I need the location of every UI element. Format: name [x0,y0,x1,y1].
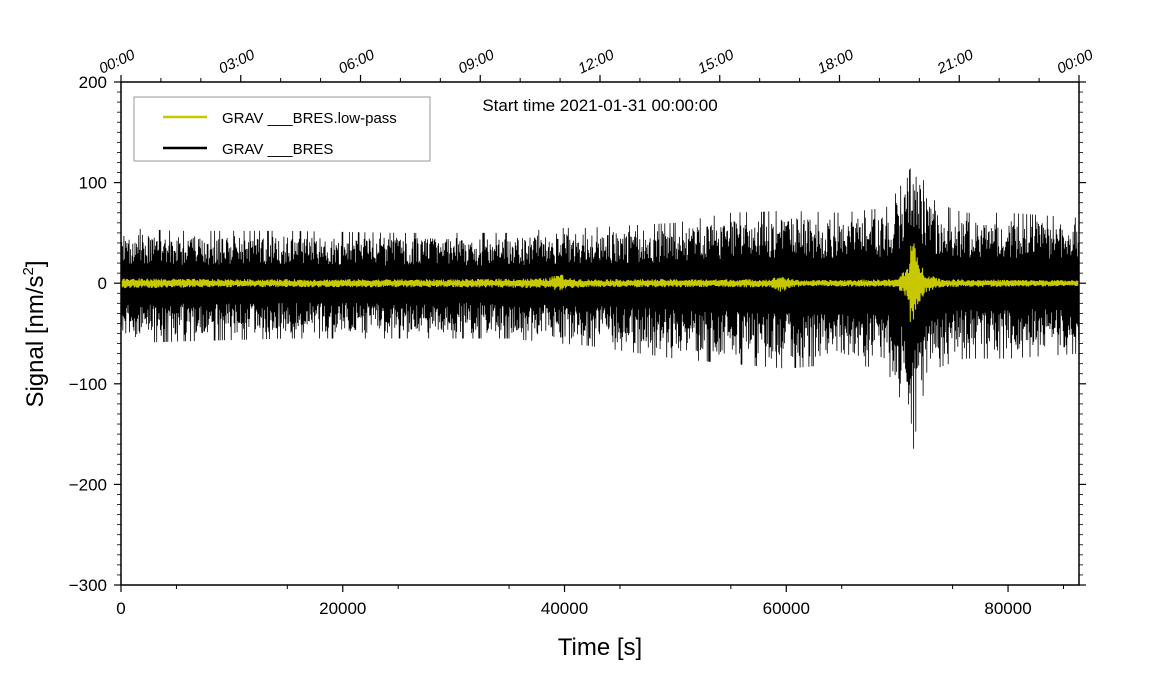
y-axis-title-superscript: 2 [20,267,37,275]
legend: GRAV ___BRES.low-pass GRAV ___BRES [133,96,431,162]
y-tick-label: 0 [98,274,107,293]
x-tick-label: 60000 [763,599,810,618]
series-line-low-pass [121,243,1079,323]
y-axis-title-tail: ] [22,260,49,267]
y-axis-title-main: Signal [nm/s [22,275,49,407]
top-tick-label: 18:00 [815,46,857,78]
y-tick-label: −300 [69,576,107,595]
legend-label-low-pass: GRAV ___BRES.low-pass [222,110,397,127]
top-tick-label: 06:00 [336,46,378,78]
x-tick-label: 40000 [541,599,588,618]
x-axis-title: Time [s] [558,634,642,661]
series-line-raw [121,168,1079,449]
top-tick-label: 03:00 [216,46,258,78]
top-tick-label: 15:00 [695,46,737,78]
y-tick-label: 100 [79,174,107,193]
x-tick-label: 0 [116,599,125,618]
top-tick-label: 09:00 [456,46,498,78]
y-tick-label: 200 [79,73,107,92]
y-axis-title: Signal [nm/s2] [20,260,49,407]
y-axis-labels: 200 100 0 −100 −200 −300 [69,73,107,595]
chart-title: Start time 2021-01-31 00:00:00 [482,96,717,115]
top-axis-labels: 00:00 03:00 06:00 09:00 12:00 15:00 18:00 21:00… [96,46,1096,78]
top-tick-label: 00:00 [1054,46,1096,78]
x-tick-label: 20000 [319,599,366,618]
top-tick-label: 21:00 [934,46,977,78]
y-tick-label: −100 [69,375,107,394]
legend-box [133,96,431,162]
y-tick-label: −200 [69,475,107,494]
trace-layer [121,168,1079,449]
axis-ticks [114,75,1086,592]
legend-label-raw: GRAV ___BRES [222,141,333,158]
x-axis-labels: 0 20000 40000 60000 80000 [116,599,1031,618]
x-tick-label: 80000 [984,599,1031,618]
top-tick-label: 12:00 [575,46,617,78]
